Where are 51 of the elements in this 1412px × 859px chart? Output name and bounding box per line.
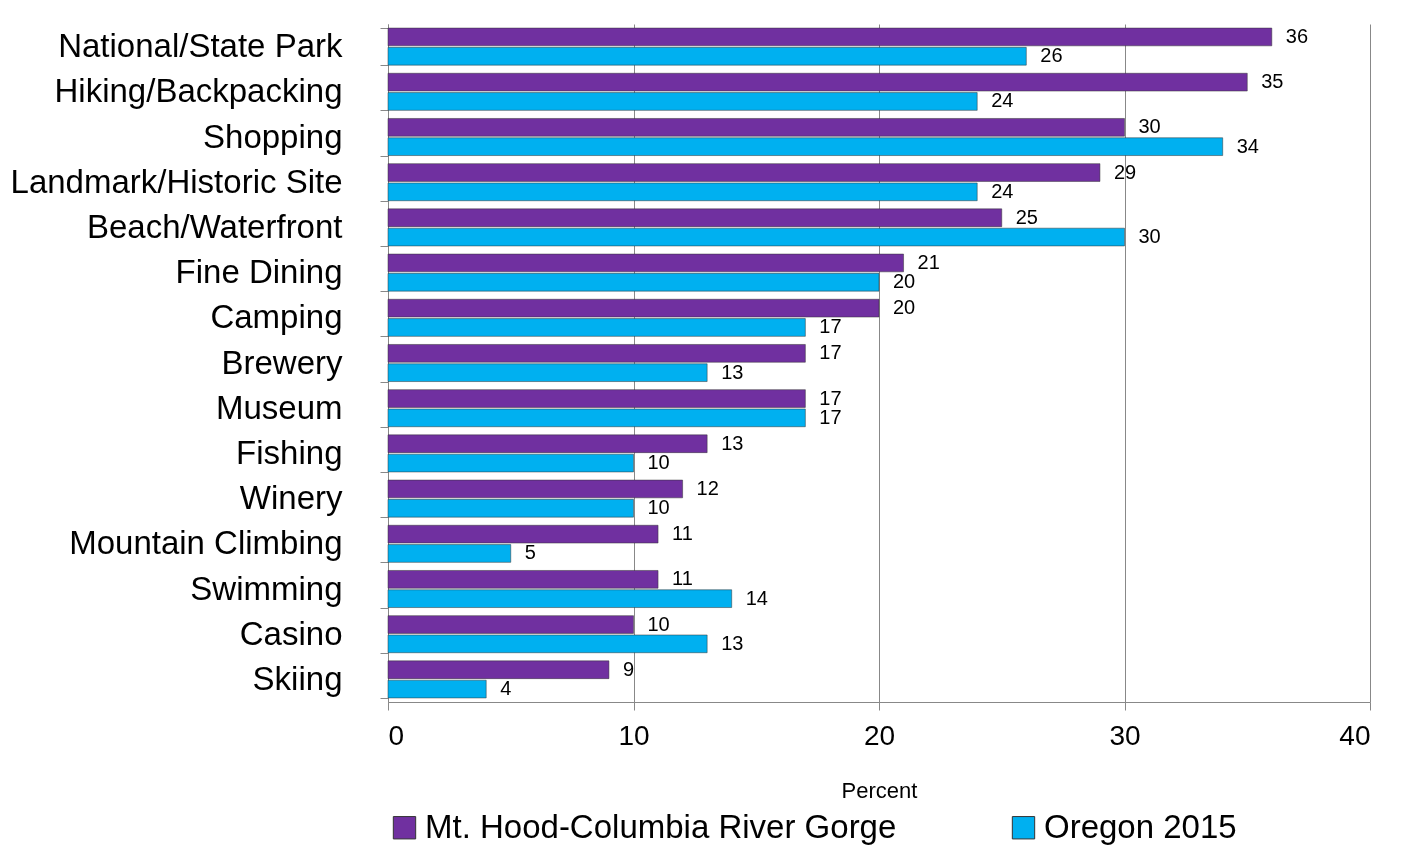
data-label: 24 xyxy=(991,179,1014,202)
data-label: 12 xyxy=(696,476,719,499)
data-label: 30 xyxy=(1138,115,1161,138)
y-tick-label: Landmark/Historic Site xyxy=(10,162,343,200)
data-label: 13 xyxy=(721,360,744,383)
data-label: 24 xyxy=(991,89,1014,112)
data-label: 25 xyxy=(1015,205,1038,228)
y-tick-label: Skiing xyxy=(252,659,343,697)
data-label: 10 xyxy=(647,612,670,635)
data-label: 5 xyxy=(524,541,536,564)
data-label: 10 xyxy=(647,496,670,519)
y-tick-label: National/State Park xyxy=(58,27,343,65)
x-tick-label: 0 xyxy=(388,719,405,751)
data-label: 11 xyxy=(672,522,693,545)
y-tick-label: Camping xyxy=(210,298,343,336)
data-label: 14 xyxy=(745,586,768,609)
y-tick-label: Fishing xyxy=(236,433,343,471)
y-tick-label: Fine Dining xyxy=(175,253,343,291)
data-label: 13 xyxy=(721,431,744,454)
x-tick-label: 20 xyxy=(863,719,896,751)
y-tick-label: Museum xyxy=(215,388,343,426)
y-tick-label: Brewery xyxy=(221,343,343,381)
y-tick-label: Shopping xyxy=(203,117,343,155)
data-label: 34 xyxy=(1236,134,1259,157)
y-tick-label: Beach/Waterfront xyxy=(86,207,343,245)
x-tick-label: 40 xyxy=(1339,719,1371,751)
data-label: 29 xyxy=(1113,160,1137,183)
data-label: 17 xyxy=(819,341,842,364)
data-label: 26 xyxy=(1040,44,1063,67)
data-label: 36 xyxy=(1285,24,1309,47)
data-label: 11 xyxy=(672,567,693,590)
data-label: 35 xyxy=(1261,70,1284,93)
x-tick-label: 10 xyxy=(618,719,650,751)
data-label: 30 xyxy=(1138,225,1161,248)
data-label: 21 xyxy=(917,250,940,273)
data-label: 10 xyxy=(647,451,670,474)
y-tick-label: Swimming xyxy=(190,569,343,607)
data-label: 9 xyxy=(622,657,635,680)
data-label: 13 xyxy=(721,631,744,654)
y-tick-label: Casino xyxy=(239,614,343,652)
data-label: 20 xyxy=(893,296,916,319)
legend-label: Oregon 2015 xyxy=(1044,807,1237,845)
data-label: 4 xyxy=(500,677,512,700)
data-label: 17 xyxy=(819,315,842,338)
data-label: 20 xyxy=(893,270,916,293)
x-tick-label: 30 xyxy=(1109,719,1141,751)
y-tick-label: Winery xyxy=(239,479,343,517)
x-axis-title: Percent xyxy=(841,777,918,803)
y-tick-label: Mountain Climbing xyxy=(69,524,343,562)
legend-label: Mt. Hood-Columbia River Gorge xyxy=(425,807,897,845)
y-tick-label: Hiking/Backpacking xyxy=(54,72,343,110)
